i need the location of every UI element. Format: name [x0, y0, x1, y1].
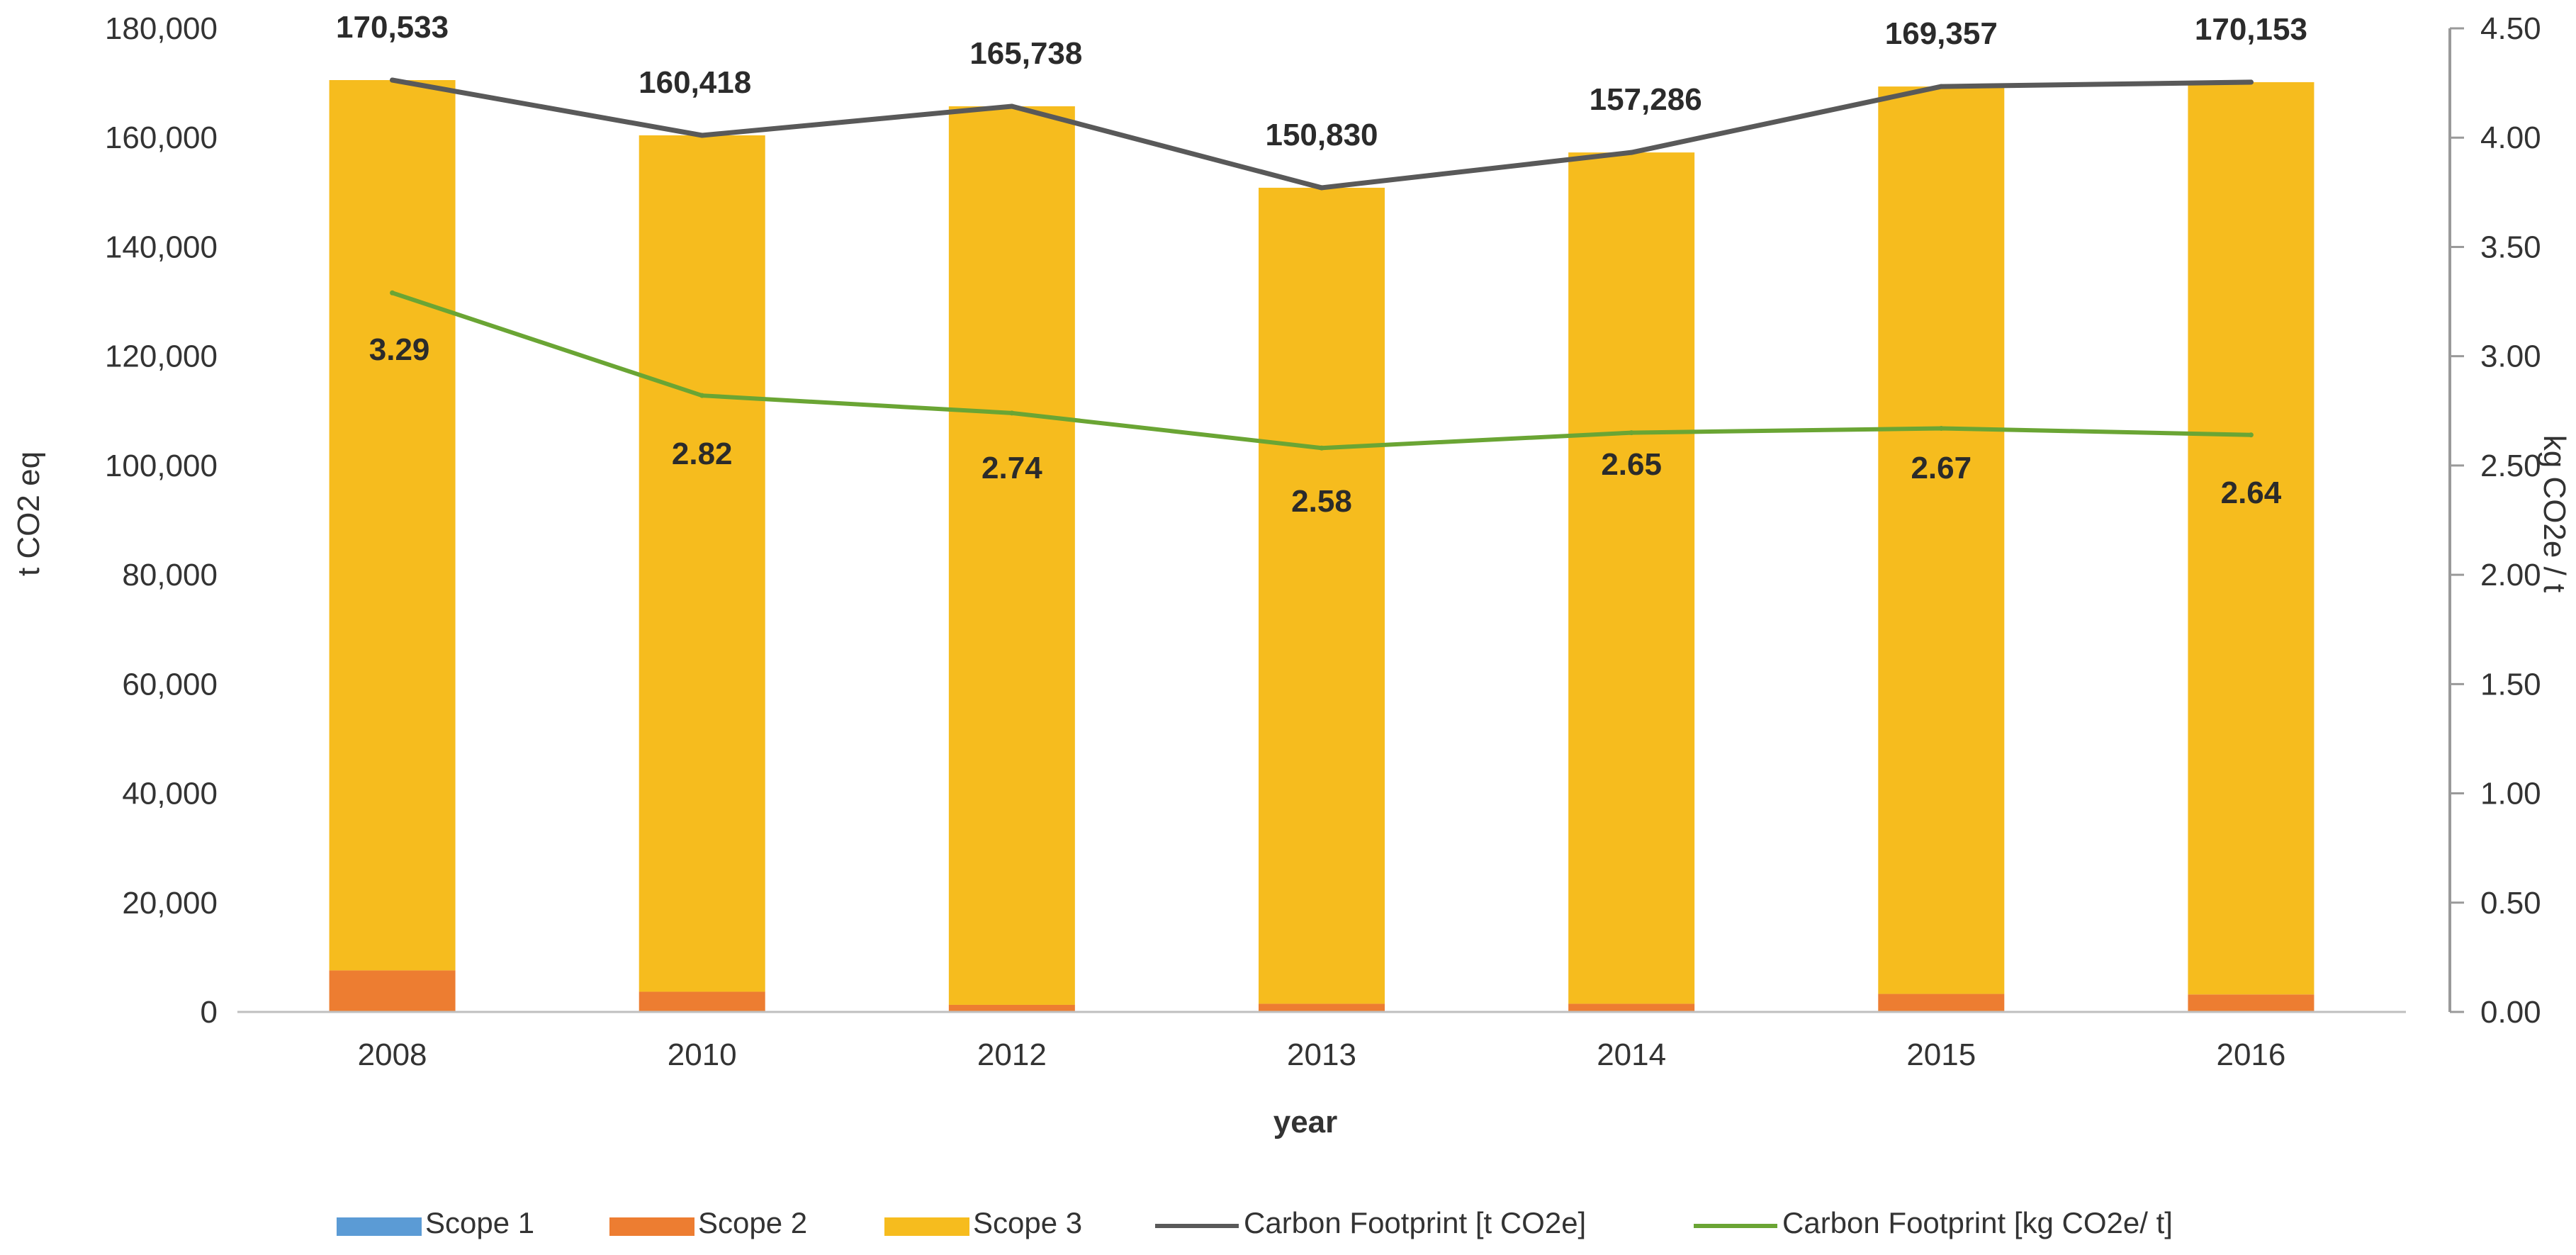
y2-tick-label: 3.00 — [2480, 339, 2541, 374]
bar-scope-3-2016 — [2188, 81, 2315, 995]
y-tick-label: 80,000 — [122, 558, 218, 592]
axes-layer — [237, 28, 2451, 1013]
total-value-label: 160,418 — [639, 65, 751, 100]
bar-scope-2-2015 — [1878, 994, 2005, 1012]
lines-layer — [390, 77, 2254, 451]
legend-label: Carbon Footprint [t CO2e] — [1244, 1206, 1586, 1239]
y-axis-title: t CO2 eq — [11, 451, 46, 576]
y-tick-label: 100,000 — [105, 449, 218, 483]
legend-label: Carbon Footprint [kg CO2e/ t] — [1782, 1206, 2173, 1239]
legend-swatch — [609, 1217, 694, 1236]
total-value-label: 170,533 — [336, 10, 449, 45]
intensity-line-point — [390, 290, 395, 296]
bar-scope-3-2008 — [329, 80, 456, 971]
y2-tick-label: 0.00 — [2480, 995, 2541, 1030]
x-tick-label: 2008 — [358, 1037, 427, 1072]
intensity-value-label: 2.64 — [2221, 475, 2282, 510]
total-line-point — [1319, 185, 1324, 191]
y-tick-label: 60,000 — [122, 667, 218, 702]
total-line-point — [1009, 103, 1015, 109]
total-value-label: 150,830 — [1265, 118, 1378, 152]
bar-scope-3-2014 — [1568, 152, 1695, 1004]
total-line-point — [390, 77, 395, 83]
bar-scope-2-2012 — [948, 1004, 1075, 1012]
total-value-label: 157,286 — [1590, 82, 1702, 117]
data-labels-layer: 170,533 160,418 165,738 150,830 157,286 169,3… — [336, 10, 2307, 519]
y-tick-label: 40,000 — [122, 777, 218, 811]
right-axis-ticks: 0.00 0.50 1.00 1.50 2.00 2.50 3.00 3.50 4.00 4.50 — [2450, 11, 2541, 1030]
y2-tick-label: 0.50 — [2480, 886, 2541, 921]
x-tick-label: 2012 — [977, 1037, 1047, 1072]
y-tick-label: 0 — [201, 995, 218, 1030]
legend-swatch — [884, 1217, 969, 1236]
bar-scope-3-2012 — [948, 106, 1075, 1005]
legend-swatch — [337, 1217, 422, 1236]
total-line-point — [1938, 84, 1944, 89]
y-tick-label: 120,000 — [105, 339, 218, 374]
legend-label: Scope 1 — [425, 1206, 534, 1239]
y2-tick-label: 2.00 — [2480, 558, 2541, 592]
x-axis-title: year — [1273, 1105, 1338, 1139]
legend-item: Scope 1 — [337, 1206, 534, 1239]
y2-tick-label: 1.00 — [2480, 777, 2541, 811]
total-value-label: 170,153 — [2195, 12, 2307, 47]
y-tick-label: 20,000 — [122, 886, 218, 921]
intensity-value-label: 2.65 — [1601, 447, 1662, 482]
bar-scope-2-2008 — [329, 970, 456, 1012]
legend-item: Carbon Footprint [t CO2e] — [1155, 1206, 1586, 1239]
y2-tick-label: 2.50 — [2480, 449, 2541, 483]
x-axis-ticks: 2008 2010 2012 2013 2014 2015 2016 — [358, 1037, 2286, 1072]
total-value-label: 169,357 — [1885, 16, 1998, 51]
y2-tick-label: 1.50 — [2480, 667, 2541, 702]
bar-scope-3-2013 — [1259, 187, 1385, 1004]
intensity-value-label: 2.67 — [1911, 451, 1972, 485]
y-tick-label: 160,000 — [105, 120, 218, 155]
y2-tick-label: 4.50 — [2480, 11, 2541, 46]
intensity-line-point — [1009, 410, 1015, 416]
bar-scope-3-2010 — [639, 135, 765, 992]
intensity-line-point — [699, 393, 705, 398]
bar-scope-2-2010 — [639, 991, 765, 1012]
y2-axis-title: kg CO2e / t — [2537, 435, 2572, 593]
bar-scope-2-2014 — [1568, 1003, 1695, 1012]
legend-label: Scope 3 — [973, 1206, 1082, 1239]
x-tick-label: 2015 — [1906, 1037, 1976, 1072]
total-line-point — [2248, 79, 2254, 85]
legend-item: Carbon Footprint [kg CO2e/ t] — [1694, 1206, 2173, 1239]
intensity-line-point — [1938, 425, 1944, 431]
bar-scope-2-2016 — [2188, 994, 2315, 1012]
bars-layer — [329, 80, 2315, 1012]
intensity-value-label: 2.58 — [1291, 484, 1352, 519]
y2-tick-label: 3.50 — [2480, 230, 2541, 264]
intensity-value-label: 3.29 — [369, 332, 430, 367]
y-tick-label: 180,000 — [105, 11, 218, 46]
intensity-value-label: 2.74 — [982, 451, 1042, 485]
intensity-value-label: 2.82 — [672, 437, 733, 471]
legend-item: Scope 2 — [609, 1206, 807, 1239]
legend-label: Scope 2 — [698, 1206, 807, 1239]
x-tick-label: 2016 — [2216, 1037, 2285, 1072]
intensity-line-point — [1629, 430, 1634, 436]
bar-scope-3-2015 — [1878, 86, 2005, 994]
bar-scope-2-2013 — [1259, 1003, 1385, 1012]
legend: Scope 1 Scope 2 Scope 3 Carbon Footprint [t… — [337, 1206, 2173, 1239]
x-tick-label: 2014 — [1597, 1037, 1666, 1072]
intensity-line-point — [2248, 432, 2254, 438]
y2-tick-label: 4.00 — [2480, 120, 2541, 155]
y-tick-label: 140,000 — [105, 230, 218, 264]
x-tick-label: 2013 — [1287, 1037, 1356, 1072]
total-line-point — [1629, 150, 1634, 155]
intensity-line-point — [1319, 445, 1324, 451]
total-line-point — [699, 133, 705, 138]
total-value-label: 165,738 — [969, 36, 1082, 71]
left-axis-ticks: 0 20,000 40,000 60,000 80,000 100,000 120,000 1… — [105, 11, 218, 1030]
legend-item: Scope 3 — [884, 1206, 1082, 1239]
x-tick-label: 2010 — [668, 1037, 737, 1072]
